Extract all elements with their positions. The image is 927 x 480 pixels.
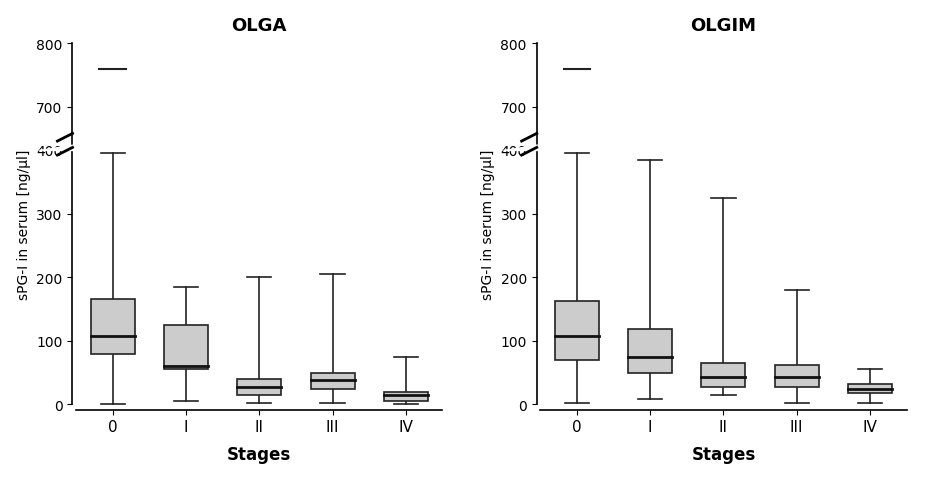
Bar	[91, 300, 134, 354]
Bar	[311, 373, 354, 389]
Bar	[237, 379, 281, 395]
Y-axis label: sPG-I in serum [ng/µl]: sPG-I in serum [ng/µl]	[481, 149, 495, 300]
Bar	[164, 325, 208, 370]
Bar	[702, 363, 745, 387]
Bar	[629, 330, 672, 373]
Title: OLGA: OLGA	[232, 17, 287, 35]
X-axis label: Stages: Stages	[227, 445, 291, 463]
Bar	[384, 392, 428, 401]
Bar	[775, 365, 819, 387]
Title: OLGIM: OLGIM	[691, 17, 756, 35]
Y-axis label: sPG-I in serum [ng/µl]: sPG-I in serum [ng/µl]	[17, 149, 31, 300]
Bar	[555, 302, 599, 360]
Bar	[848, 384, 892, 393]
X-axis label: Stages: Stages	[692, 445, 756, 463]
